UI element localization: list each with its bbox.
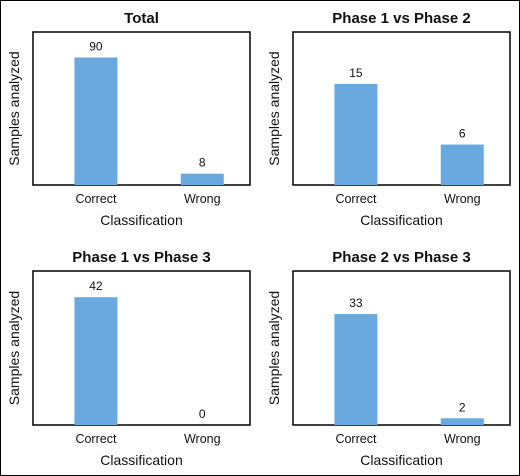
chart-title: Phase 2 vs Phase 3 — [332, 249, 470, 266]
data-label: 2 — [459, 400, 466, 414]
data-label: 90 — [89, 40, 103, 54]
data-label: 6 — [459, 127, 466, 141]
bar-correct — [334, 314, 378, 425]
bar-wrong — [440, 144, 484, 185]
y-axis-label: Samples analyzed — [266, 291, 282, 405]
x-tick-label: Wrong — [184, 432, 221, 446]
data-label: 33 — [349, 296, 363, 310]
chart-title: Phase 1 vs Phase 3 — [72, 249, 210, 266]
bar-correct — [74, 57, 118, 185]
plot-frame — [292, 270, 511, 426]
chart-title: Total — [124, 10, 159, 27]
bar-correct — [334, 83, 378, 185]
x-tick-label: Correct — [75, 192, 117, 206]
bar-wrong — [180, 173, 224, 185]
data-label: 0 — [199, 407, 206, 421]
bar-correct — [74, 297, 118, 425]
chart-title: Phase 1 vs Phase 2 — [332, 10, 470, 27]
data-label: 8 — [199, 156, 206, 170]
x-axis-label: Classification — [100, 212, 182, 228]
x-tick-label: Correct — [75, 432, 117, 446]
x-tick-label: Wrong — [184, 192, 221, 206]
x-axis-label: Classification — [360, 452, 442, 468]
x-axis-label: Classification — [100, 452, 182, 468]
plot-frame — [32, 270, 251, 426]
y-axis-label: Samples analyzed — [6, 51, 22, 165]
plot-frame — [32, 31, 251, 186]
x-tick-label: Correct — [335, 192, 377, 206]
y-axis-label: Samples analyzed — [6, 291, 22, 405]
x-tick-label: Wrong — [444, 192, 481, 206]
data-label: 15 — [349, 66, 363, 80]
data-label: 42 — [89, 279, 103, 293]
x-axis-label: Classification — [360, 212, 442, 228]
bar-wrong — [440, 418, 484, 425]
x-tick-label: Wrong — [444, 432, 481, 446]
y-axis-label: Samples analyzed — [266, 51, 282, 165]
x-tick-label: Correct — [335, 432, 377, 446]
plot-frame — [292, 31, 511, 186]
